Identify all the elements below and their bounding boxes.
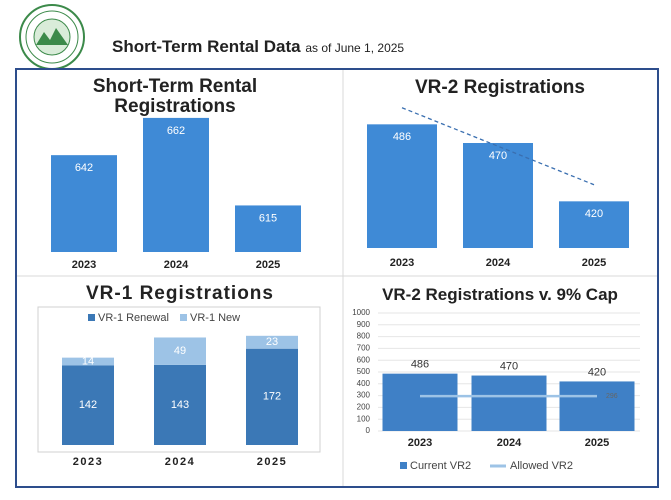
y-tick-label: 500 xyxy=(357,367,371,376)
bar-segment xyxy=(154,337,206,365)
data-label: 420 xyxy=(588,366,606,378)
bar xyxy=(559,201,629,248)
y-tick-label: 0 xyxy=(366,426,371,435)
y-tick-label: 1000 xyxy=(352,308,370,317)
x-tick-label: 2023 xyxy=(73,456,103,468)
chart-title: VR-1 Registrations xyxy=(86,283,274,304)
x-tick-label: 2025 xyxy=(582,257,606,269)
x-tick-label: 2024 xyxy=(164,259,189,271)
bar-segment xyxy=(246,335,298,349)
y-tick-label: 900 xyxy=(357,320,371,329)
y-tick-label: 300 xyxy=(357,391,371,400)
bar-segment xyxy=(62,357,114,366)
bar xyxy=(463,143,533,248)
x-tick-label: 2025 xyxy=(257,456,287,468)
chart-title: VR-2 Registrations v. 9% Cap xyxy=(382,285,618,304)
x-tick-label: 2023 xyxy=(408,437,432,449)
data-label: 615 xyxy=(259,212,277,224)
bar xyxy=(559,381,635,431)
data-label: 14 xyxy=(82,355,94,367)
legend-swatch xyxy=(400,462,407,469)
bar xyxy=(51,155,117,252)
y-tick-label: 200 xyxy=(357,403,371,412)
y-tick-label: 800 xyxy=(357,332,371,341)
bar xyxy=(235,205,301,252)
data-label: 486 xyxy=(411,359,429,371)
data-label: 662 xyxy=(167,125,185,137)
bar-segment xyxy=(246,348,298,445)
subtitle: as of June 1, 2025 xyxy=(305,41,405,55)
legend-swatch xyxy=(180,314,187,321)
bar xyxy=(471,375,547,431)
x-tick-label: 2023 xyxy=(390,257,414,269)
x-tick-label: 2024 xyxy=(497,437,522,449)
bar xyxy=(367,124,437,248)
data-label: 143 xyxy=(171,399,189,411)
bar xyxy=(382,373,458,431)
legend-label: VR-1 Renewal xyxy=(98,312,169,324)
y-tick-label: 100 xyxy=(357,414,371,423)
legend-label: Allowed VR2 xyxy=(510,460,573,472)
title: Short-Term Rental Data xyxy=(112,37,301,56)
legend-label: Current VR2 xyxy=(410,460,471,472)
data-label: 642 xyxy=(75,162,93,174)
legend-label: VR-1 New xyxy=(190,312,240,324)
data-label: 470 xyxy=(489,150,507,162)
x-tick-label: 2023 xyxy=(72,259,96,271)
legend-swatch xyxy=(88,314,95,321)
data-label: 49 xyxy=(174,345,186,357)
x-tick-label: 2025 xyxy=(585,437,609,449)
data-label: 142 xyxy=(79,399,97,411)
x-tick-label: 2024 xyxy=(165,456,195,468)
data-label: 470 xyxy=(500,360,518,372)
y-tick-label: 700 xyxy=(357,344,371,353)
bar xyxy=(143,117,209,253)
x-tick-label: 2024 xyxy=(486,257,511,269)
data-label: 296 xyxy=(606,393,618,400)
data-label: 172 xyxy=(263,391,281,403)
bar-segment xyxy=(154,364,206,445)
chart-title: Short-Term Rental Registrations xyxy=(92,76,258,117)
y-tick-label: 400 xyxy=(357,379,371,388)
data-label: 23 xyxy=(266,336,278,348)
bar-segment xyxy=(62,365,114,445)
chart-title: VR-2 Registrations xyxy=(415,77,585,98)
data-label: 486 xyxy=(393,131,411,143)
page-title: Short-Term Rental Data as of June 1, 202… xyxy=(112,37,404,57)
logo xyxy=(19,4,85,70)
y-tick-label: 600 xyxy=(357,355,371,364)
x-tick-label: 2025 xyxy=(256,259,280,271)
data-label: 420 xyxy=(585,208,603,220)
plot-border xyxy=(37,306,321,453)
frame xyxy=(15,68,659,488)
